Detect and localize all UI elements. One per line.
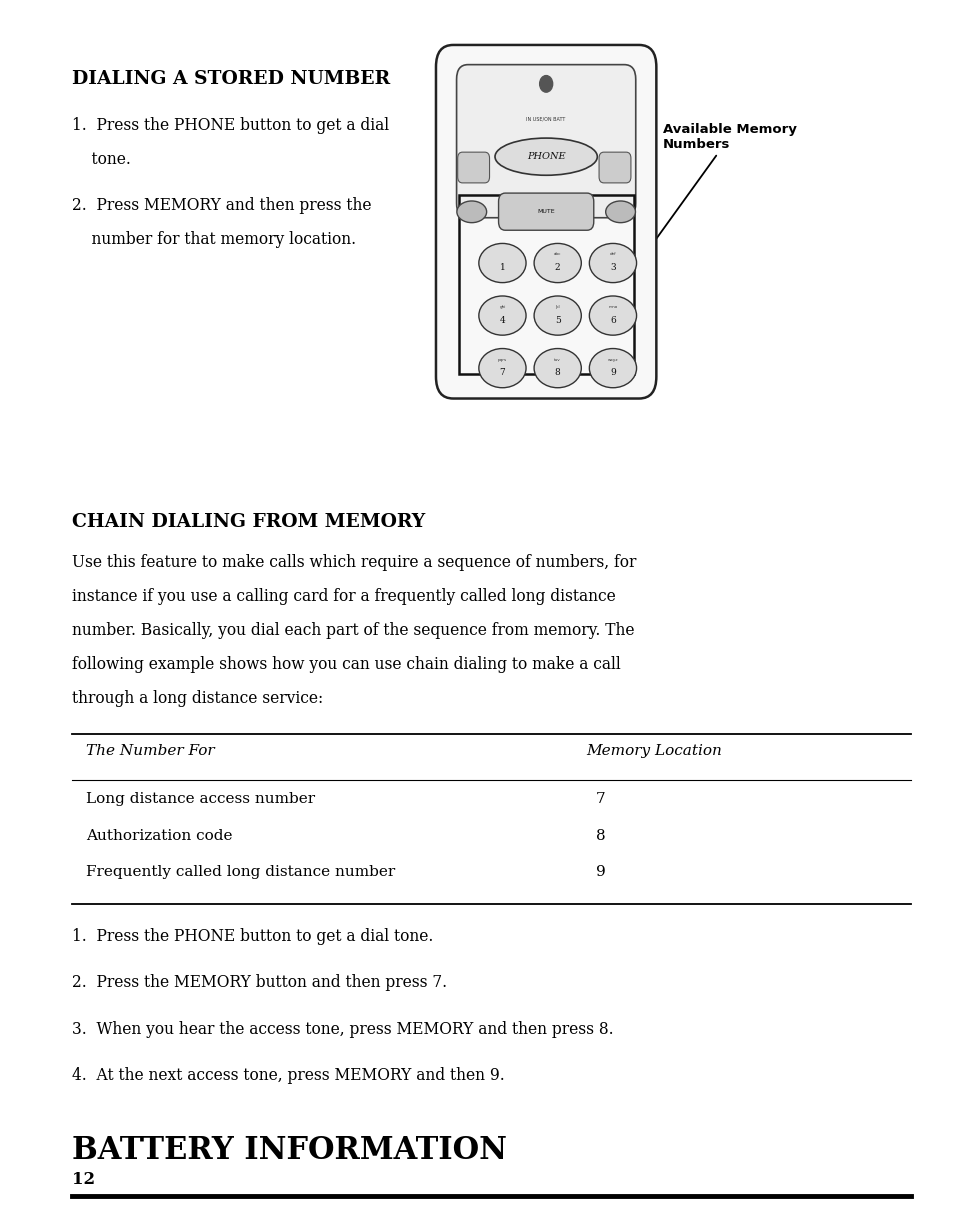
Ellipse shape [534, 349, 580, 388]
Text: 2.  Press the MEMORY button and then press 7.: 2. Press the MEMORY button and then pres… [71, 974, 446, 991]
Text: Authorization code: Authorization code [86, 829, 233, 843]
Circle shape [539, 75, 552, 92]
Text: 3: 3 [610, 264, 615, 272]
Text: 9: 9 [610, 368, 616, 378]
FancyBboxPatch shape [598, 152, 630, 183]
FancyBboxPatch shape [436, 45, 656, 399]
FancyBboxPatch shape [498, 193, 593, 231]
Ellipse shape [478, 296, 525, 335]
Text: Memory Location: Memory Location [586, 744, 721, 758]
Text: 4: 4 [499, 316, 505, 324]
Ellipse shape [495, 139, 597, 175]
Ellipse shape [605, 200, 635, 222]
FancyBboxPatch shape [457, 152, 489, 183]
Text: through a long distance service:: through a long distance service: [71, 690, 322, 707]
Text: jkl: jkl [555, 305, 559, 309]
Text: 12: 12 [71, 1171, 94, 1188]
Text: DIALING A STORED NUMBER: DIALING A STORED NUMBER [71, 70, 389, 89]
Text: 2: 2 [555, 264, 560, 272]
Text: Long distance access number: Long distance access number [86, 792, 314, 807]
Text: CHAIN DIALING FROM MEMORY: CHAIN DIALING FROM MEMORY [71, 513, 424, 531]
Bar [458, 196, 633, 373]
Text: 7: 7 [499, 368, 505, 378]
Text: Use this feature to make calls which require a sequence of numbers, for: Use this feature to make calls which req… [71, 554, 636, 571]
Text: following example shows how you can use chain dialing to make a call: following example shows how you can use … [71, 656, 619, 673]
Text: tone.: tone. [71, 151, 131, 168]
Ellipse shape [589, 296, 636, 335]
Text: number for that memory location.: number for that memory location. [71, 231, 355, 248]
Text: Frequently called long distance number: Frequently called long distance number [86, 865, 395, 880]
Text: ghi: ghi [498, 305, 505, 309]
Ellipse shape [478, 243, 525, 283]
Text: 3.  When you hear the access tone, press MEMORY and then press 8.: 3. When you hear the access tone, press … [71, 1021, 613, 1038]
Text: 7: 7 [596, 792, 605, 807]
Text: IN USE/ON BATT: IN USE/ON BATT [526, 117, 565, 122]
Text: abc: abc [554, 253, 560, 256]
Text: 5: 5 [555, 316, 560, 324]
Text: wxyz: wxyz [607, 357, 618, 362]
Text: MUTE: MUTE [537, 209, 555, 214]
Text: The Number For: The Number For [86, 744, 214, 758]
Text: 2.  Press MEMORY and then press the: 2. Press MEMORY and then press the [71, 197, 371, 214]
Text: 8: 8 [555, 368, 560, 378]
Text: def: def [609, 253, 616, 256]
Text: tuv: tuv [554, 357, 560, 362]
Text: 1.  Press the PHONE button to get a dial tone.: 1. Press the PHONE button to get a dial … [71, 928, 433, 945]
Ellipse shape [534, 296, 580, 335]
Text: 1: 1 [499, 264, 505, 272]
Ellipse shape [456, 200, 486, 222]
Ellipse shape [534, 243, 580, 283]
Text: Available Memory
Numbers: Available Memory Numbers [635, 123, 796, 269]
Text: 6: 6 [610, 316, 616, 324]
Text: mno: mno [608, 305, 617, 309]
Text: number. Basically, you dial each part of the sequence from memory. The: number. Basically, you dial each part of… [71, 622, 634, 639]
Ellipse shape [478, 349, 525, 388]
Text: 9: 9 [596, 865, 605, 880]
Text: pqrs: pqrs [497, 357, 506, 362]
Ellipse shape [589, 243, 636, 283]
Text: 4.  At the next access tone, press MEMORY and then 9.: 4. At the next access tone, press MEMORY… [71, 1067, 504, 1084]
Text: 8: 8 [596, 829, 605, 843]
Ellipse shape [589, 349, 636, 388]
Text: PHONE: PHONE [526, 152, 565, 162]
Text: BATTERY INFORMATION: BATTERY INFORMATION [71, 1135, 506, 1166]
Text: instance if you use a calling card for a frequently called long distance: instance if you use a calling card for a… [71, 588, 615, 605]
FancyBboxPatch shape [456, 64, 635, 217]
Text: 1.  Press the PHONE button to get a dial: 1. Press the PHONE button to get a dial [71, 117, 388, 134]
